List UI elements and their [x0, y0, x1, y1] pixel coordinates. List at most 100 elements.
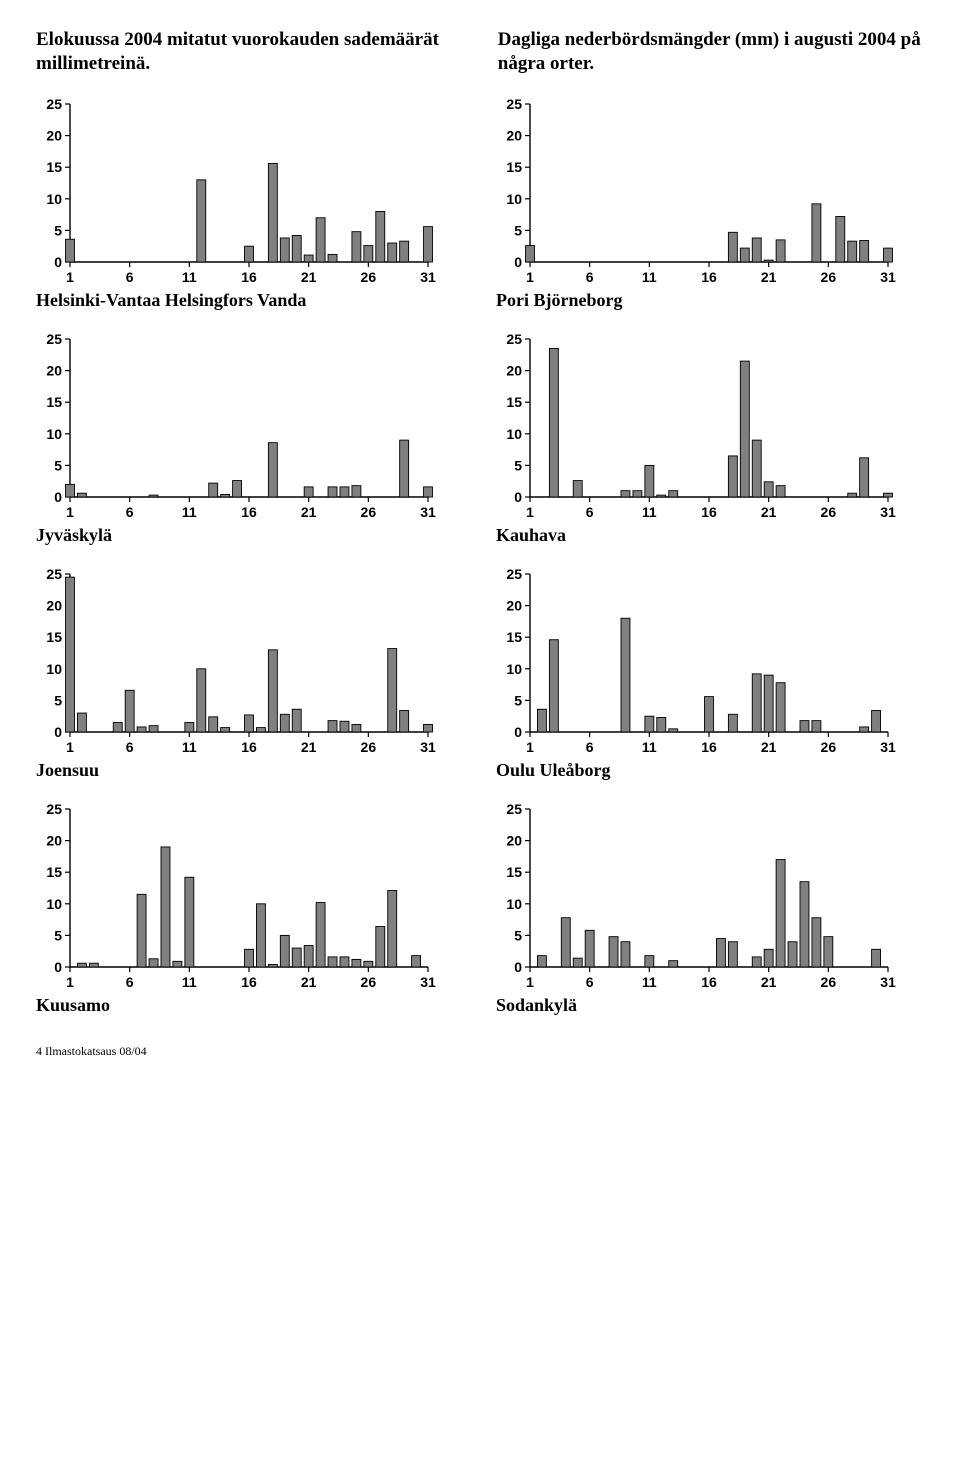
- chart-label: Oulu Uleåborg: [496, 760, 924, 781]
- bar: [728, 232, 737, 262]
- ytick-label: 25: [46, 803, 62, 817]
- bar: [424, 486, 433, 496]
- bar: [621, 618, 630, 732]
- bar: [800, 881, 809, 966]
- ytick-label: 0: [54, 489, 62, 505]
- bar: [728, 941, 737, 966]
- bar: [412, 955, 421, 966]
- ytick-label: 5: [54, 222, 62, 238]
- bar: [388, 243, 397, 262]
- xtick-label: 26: [361, 739, 377, 755]
- ytick-label: 10: [46, 660, 62, 676]
- bar: [209, 716, 218, 731]
- bar: [740, 361, 749, 497]
- bar: [424, 226, 433, 261]
- bar: [304, 486, 313, 496]
- chart-cell: 0510152025161116212631Joensuu: [36, 568, 464, 781]
- bar: [812, 720, 821, 731]
- chart-label: Sodankylä: [496, 995, 924, 1016]
- bar: [573, 958, 582, 967]
- ytick-label: 5: [514, 222, 522, 238]
- bar: [66, 577, 75, 732]
- chart-label: Pori Björneborg: [496, 290, 924, 311]
- bar: [645, 716, 654, 732]
- bar: [836, 216, 845, 262]
- ytick-label: 25: [46, 568, 62, 582]
- bar-chart: 0510152025161116212631: [36, 98, 436, 288]
- bar: [669, 490, 678, 496]
- bar: [221, 727, 230, 731]
- bar: [352, 485, 361, 496]
- xtick-label: 6: [586, 739, 594, 755]
- chart-cell: 0510152025161116212631Kauhava: [496, 333, 924, 546]
- bar: [268, 649, 277, 731]
- bar: [149, 725, 158, 731]
- ytick-label: 25: [46, 333, 62, 347]
- xtick-label: 16: [241, 739, 257, 755]
- bar: [328, 956, 337, 966]
- xtick-label: 31: [420, 974, 436, 990]
- bar: [585, 930, 594, 967]
- xtick-label: 1: [526, 504, 534, 520]
- xtick-label: 6: [586, 269, 594, 285]
- bar: [161, 846, 170, 966]
- bar: [764, 949, 773, 967]
- bar-chart: 0510152025161116212631: [36, 568, 436, 758]
- bar: [340, 486, 349, 496]
- xtick-label: 21: [301, 974, 317, 990]
- bar: [256, 903, 265, 966]
- ytick-label: 0: [54, 254, 62, 270]
- ytick-label: 5: [514, 457, 522, 473]
- bar: [812, 203, 821, 261]
- xtick-label: 16: [241, 269, 257, 285]
- bar: [245, 714, 254, 731]
- bar: [388, 648, 397, 731]
- xtick-label: 6: [126, 504, 134, 520]
- ytick-label: 20: [46, 362, 62, 378]
- ytick-label: 20: [506, 127, 522, 143]
- bar: [328, 720, 337, 731]
- xtick-label: 1: [66, 504, 74, 520]
- ytick-label: 15: [506, 629, 522, 645]
- chart-cell: 0510152025161116212631Kuusamo: [36, 803, 464, 1016]
- header-left: Elokuussa 2004 mitatut vuorokauden sadem…: [36, 28, 462, 76]
- ytick-label: 25: [506, 333, 522, 347]
- bar: [364, 245, 373, 261]
- bar: [352, 231, 361, 261]
- chart-label: Joensuu: [36, 760, 464, 781]
- bar: [292, 709, 301, 732]
- bar: [185, 722, 194, 731]
- xtick-label: 16: [701, 974, 717, 990]
- bar: [400, 440, 409, 497]
- bar: [776, 239, 785, 261]
- bar: [764, 675, 773, 732]
- bar: [728, 455, 737, 496]
- bar: [352, 724, 361, 732]
- ytick-label: 0: [514, 959, 522, 975]
- bar: [824, 936, 833, 966]
- xtick-label: 11: [642, 974, 657, 990]
- bar: [752, 956, 761, 966]
- xtick-label: 26: [821, 974, 837, 990]
- bar: [292, 948, 301, 967]
- bar: [173, 961, 182, 967]
- xtick-label: 21: [301, 504, 317, 520]
- bar: [860, 240, 869, 261]
- chart-cell: 0510152025161116212631Helsinki-Vantaa He…: [36, 98, 464, 311]
- chart-label: Helsinki-Vantaa Helsingfors Vanda: [36, 290, 464, 311]
- bar: [388, 890, 397, 966]
- bar: [621, 941, 630, 966]
- xtick-label: 1: [66, 974, 74, 990]
- bar: [113, 722, 122, 731]
- ytick-label: 15: [506, 864, 522, 880]
- bar: [800, 720, 809, 731]
- bar: [137, 726, 146, 731]
- bar: [77, 963, 86, 967]
- bar: [197, 179, 206, 261]
- ytick-label: 15: [506, 159, 522, 175]
- bar: [328, 254, 337, 262]
- bar: [872, 710, 881, 731]
- ytick-label: 20: [46, 127, 62, 143]
- bar: [764, 481, 773, 496]
- bar: [352, 959, 361, 967]
